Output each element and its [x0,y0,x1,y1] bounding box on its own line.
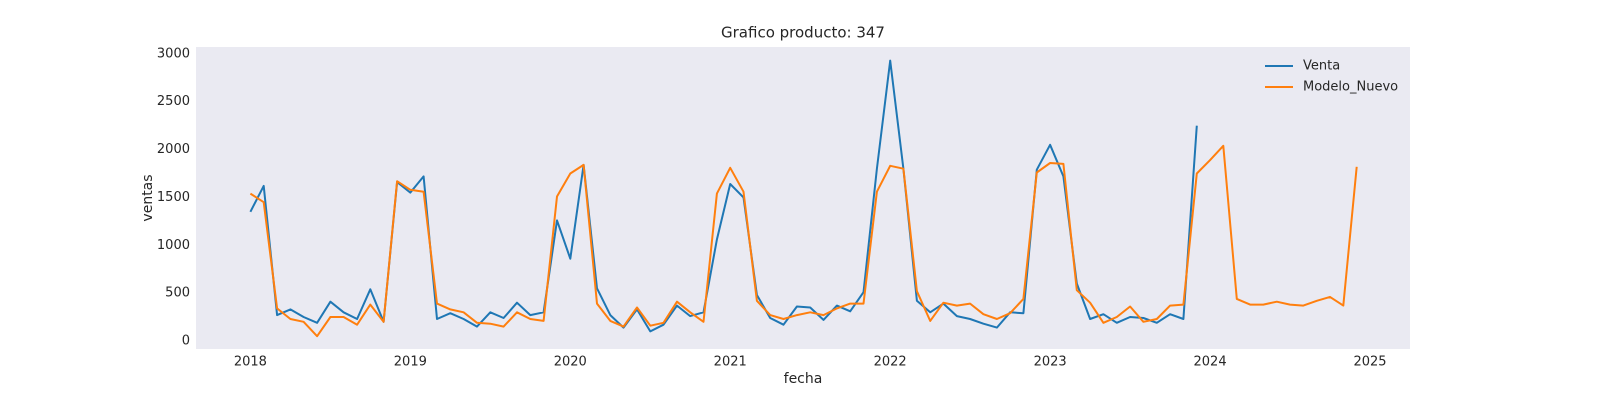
y-tick-label: 3000 [157,46,190,61]
y-axis-label: ventas [140,174,156,221]
chart-title: Grafico producto: 347 [721,24,885,42]
y-tick-label: 1000 [157,238,190,253]
x-tick-label: 2024 [1194,355,1227,370]
x-tick-label: 2018 [234,355,267,370]
x-tick-label: 2025 [1353,355,1386,370]
x-tick-label: 2021 [714,355,747,370]
x-tick-label: 2020 [554,355,587,370]
x-tick-label: 2019 [394,355,427,370]
series-line [249,59,1198,333]
y-tick-label: 500 [165,286,190,301]
y-tick-label: 2000 [157,142,190,157]
y-tick-label: 0 [182,333,190,348]
y-tick-label: 1500 [157,190,190,205]
x-axis-label: fecha [784,371,823,387]
x-tick-label: 2023 [1034,355,1067,370]
legend-label: Venta [1303,59,1340,74]
legend-label: Modelo_Nuevo [1303,80,1398,95]
series-line [249,144,1358,338]
y-tick-label: 2500 [157,94,190,109]
x-tick-label: 2022 [874,355,907,370]
plot-area [196,47,1410,349]
